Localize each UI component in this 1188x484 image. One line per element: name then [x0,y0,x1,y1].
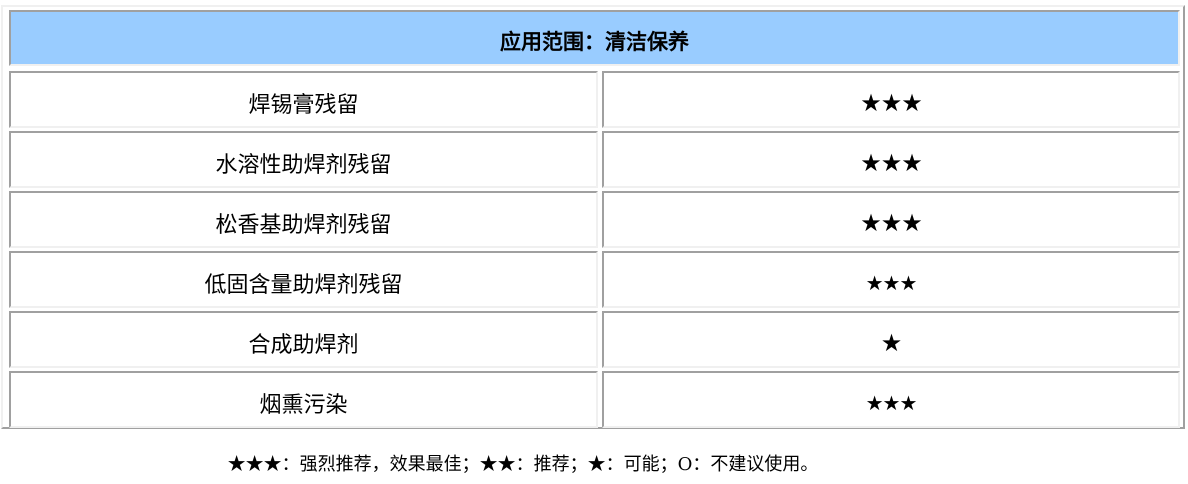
table-cell-rating: ★★★ [602,71,1180,128]
table-cell-rating: ★ [602,311,1180,368]
table-cell-item: 松香基助焊剂残留 [9,191,598,248]
table-cell-item: 合成助焊剂 [9,311,598,368]
application-table: 应用范围：清洁保养 焊锡膏残留 ★★★ 水溶性助焊剂残留 ★★★ 松香基助焊剂残留 ★★★… [1,5,1185,429]
table-cell-item: 低固含量助焊剂残留 [9,251,598,308]
table-cell-rating: ★★★ [602,191,1180,248]
table-cell-item: 烟熏污染 [9,371,598,428]
table-cell-rating: ★★★ [602,371,1180,428]
table-cell-rating: ★★★ [602,131,1180,188]
table-cell-rating: ★★★ [602,251,1180,308]
table-cell-item: 水溶性助焊剂残留 [9,131,598,188]
rating-legend: ★★★：强烈推荐，效果最佳；★★：推荐；★：可能；O：不建议使用。 [227,454,819,475]
table-cell-item: 焊锡膏残留 [9,71,598,128]
table-header: 应用范围：清洁保养 [9,10,1180,66]
